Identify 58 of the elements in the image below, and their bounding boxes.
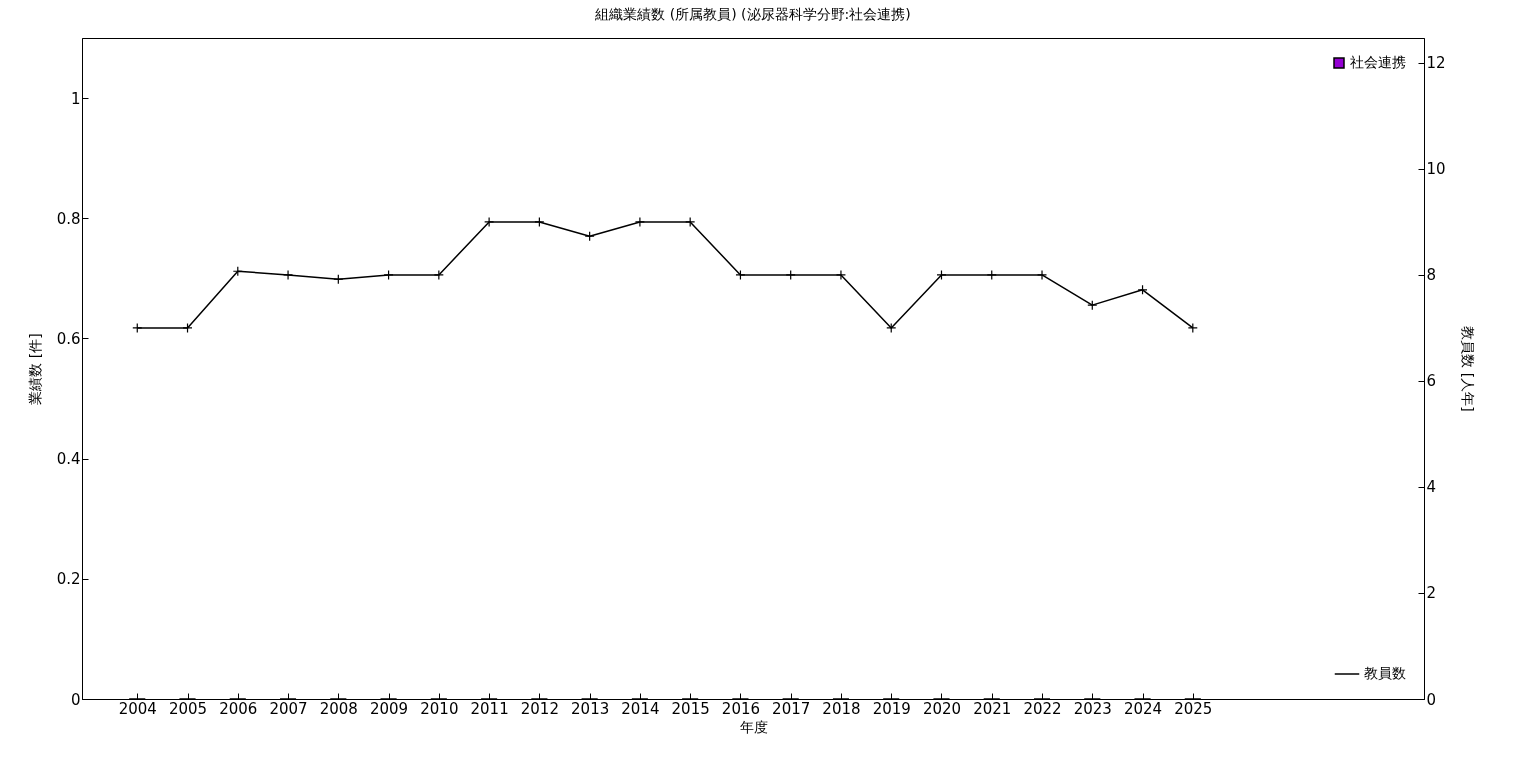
x-tick-label: 2009 [369,699,409,718]
x-tick-label: 2007 [269,699,308,718]
legend-label: 教員数 [1364,665,1406,681]
x-tick-label: 2021 [973,699,1012,718]
point [383,269,394,281]
point [132,322,143,334]
x-tick-label: 2020 [922,699,962,718]
x-tick-label: 2006 [219,699,258,718]
y-tick-label: 0.8 [56,209,81,228]
x-tick-label: 2010 [420,699,459,718]
x-tick-label: 2013 [571,699,610,718]
y-tick-label: 0.6 [56,329,81,348]
point [634,216,645,228]
point [484,216,495,228]
point [936,269,947,281]
x-tick-label: 2025 [1174,699,1213,718]
y2-axis-title: 教員数 [人年] [1459,326,1476,412]
y-tick-label: 0.2 [56,570,81,589]
y2-tick-label: 10 [1426,160,1446,179]
x-tick-label: 2015 [671,699,710,718]
point [685,216,696,228]
x-tick-label: 2005 [168,699,208,718]
point [182,322,193,334]
x-axis-title: 年度 [739,718,768,735]
point [1036,269,1048,281]
point [886,322,897,334]
x-tick-label: 2024 [1123,699,1163,718]
point [282,269,294,281]
x-tick-label: 2018 [822,699,861,718]
x-tick-label: 2016 [721,699,761,718]
y-tick-label: 0 [70,690,81,709]
y-tick-label: 1 [70,89,81,108]
y2-tick-label: 12 [1426,54,1446,73]
y2-tick-label: 6 [1426,372,1437,391]
x-tick-label: 2017 [772,699,811,718]
y-axis-title: 業績数 [件] [26,333,43,405]
x-tick-label: 2022 [1023,699,1062,718]
chart-title: 組織業績数 (所属教員) (泌尿器科学分野:社会連携) [594,6,911,22]
point [785,269,796,281]
x-tick-label: 2008 [319,699,358,718]
point [735,269,746,281]
y2-tick-label: 0 [1426,690,1437,709]
legend-label: 社会連携 [1350,54,1406,70]
x-tick-label: 2011 [470,699,509,718]
y2-tick-label: 2 [1426,584,1437,603]
point [534,216,545,228]
y-tick-label: 0.4 [56,450,81,469]
x-tick-label: 2012 [520,699,559,718]
point [986,269,997,281]
point [433,269,444,281]
y2-tick-label: 8 [1426,266,1437,285]
x-tick-label: 2014 [621,699,660,718]
point [1187,322,1198,334]
x-tick-label: 2004 [118,699,157,718]
x-tick-label: 2023 [1073,699,1112,718]
y2-tick-label: 4 [1426,478,1437,497]
point [835,269,847,281]
x-tick-label: 2019 [872,699,911,718]
